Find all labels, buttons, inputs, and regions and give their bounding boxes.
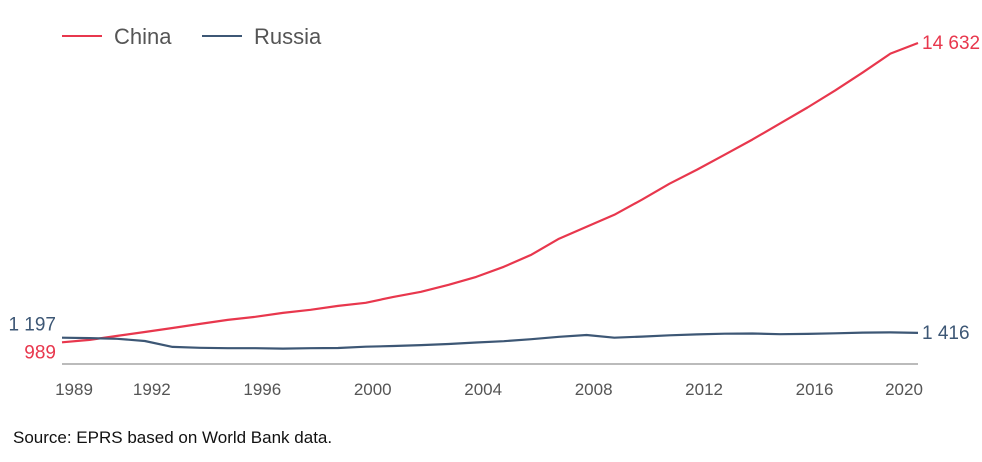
end-value-label: 14 632 bbox=[922, 33, 980, 54]
x-tick-label: 2000 bbox=[354, 380, 392, 399]
series-line-china bbox=[61, 41, 919, 344]
x-tick-label: 1989 bbox=[55, 380, 93, 399]
start-value-label: 989 bbox=[24, 342, 56, 363]
line-chart: 1989 1992 1996 2000 2004 2008 2012 2016 2020 989… bbox=[8, 24, 980, 399]
x-tick-label: 2016 bbox=[796, 380, 834, 399]
x-tick-label: 2012 bbox=[685, 380, 723, 399]
series-line-russia bbox=[61, 331, 919, 350]
start-value-label: 1 197 bbox=[8, 315, 56, 336]
legend-label: China bbox=[114, 24, 172, 49]
x-tick-label: 1992 bbox=[133, 380, 171, 399]
source-note: Source: EPRS based on World Bank data. bbox=[13, 428, 333, 447]
end-value-label: 1 416 bbox=[922, 323, 970, 344]
x-tick-label: 1996 bbox=[243, 380, 281, 399]
legend-label: Russia bbox=[254, 24, 322, 49]
x-tick-label: 2008 bbox=[575, 380, 613, 399]
x-tick-label: 2004 bbox=[464, 380, 502, 399]
x-tick-label: 2020 bbox=[885, 380, 923, 399]
